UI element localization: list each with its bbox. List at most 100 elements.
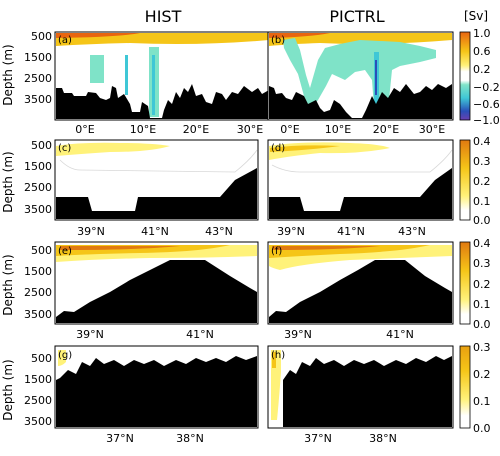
colorbar-tick: 0.2 xyxy=(473,63,491,76)
positive-core xyxy=(270,145,340,152)
panel-label: (a) xyxy=(58,35,72,46)
row3-y-axis: 500 1500 2500 3500 Depth (m) xyxy=(1,244,52,321)
ytick-label: 3500 xyxy=(24,203,52,216)
xtick-label: 0°E xyxy=(75,123,94,136)
column-title-pictrl: PICTRL xyxy=(329,7,384,26)
colorbar-tick: 0.0 xyxy=(473,422,491,435)
xtick-label: 41°N xyxy=(337,225,365,238)
xtick-label: 10°E xyxy=(130,123,156,136)
topography xyxy=(56,356,257,427)
negative-region xyxy=(283,38,436,116)
colorbar-tick: 0.3 xyxy=(473,341,491,354)
panel-label: (e) xyxy=(58,246,72,257)
ytick-label: 1500 xyxy=(24,160,52,173)
ytick-label: 500 xyxy=(31,139,52,152)
panel-a: (a) xyxy=(54,31,271,121)
xtick-label: 39°N xyxy=(77,225,105,238)
panel-f: (f) xyxy=(267,241,454,325)
xtick-label: 39°N xyxy=(284,328,312,341)
xtick-label: 30°E xyxy=(237,123,263,136)
panel-b: (b) xyxy=(267,31,454,121)
topography xyxy=(56,260,257,323)
colorbar-tick: 0.4 xyxy=(473,237,491,250)
panel-c: (c) xyxy=(54,139,259,221)
xtick-label: 20°E xyxy=(373,123,399,136)
ytick-label: 1500 xyxy=(24,265,52,278)
xtick-label: 41°N xyxy=(186,328,214,341)
ytick-label: 2500 xyxy=(24,72,52,85)
positive-band xyxy=(56,142,170,156)
ytick-label: 2500 xyxy=(24,394,52,407)
xtick-label: 39°N xyxy=(277,225,305,238)
xtick-label: 38°N xyxy=(369,432,397,445)
row2-y-axis: 500 1500 2500 3500 Depth (m) xyxy=(1,139,52,216)
panel-h: (h) xyxy=(267,345,454,429)
ytick-label: 2500 xyxy=(24,181,52,194)
panel-g: (g) xyxy=(54,345,259,429)
surface-core xyxy=(56,33,140,38)
colorbar-tick: 0.2 xyxy=(473,368,491,381)
panel-label: (g) xyxy=(58,350,72,361)
colorbar-tick: 0.1 xyxy=(473,195,491,208)
surface-positive-band xyxy=(269,33,452,46)
colorbar-tick: −0.6 xyxy=(473,98,500,111)
colorbar-tick: 0.3 xyxy=(473,155,491,168)
xtick-label: 41°N xyxy=(386,328,414,341)
topography xyxy=(269,260,452,323)
panel-label: (c) xyxy=(58,143,71,154)
panel-label: (d) xyxy=(271,143,285,154)
colorbar-tick: 0.6 xyxy=(473,45,491,58)
xtick-label: 20°E xyxy=(183,123,209,136)
negative-cell xyxy=(90,55,104,83)
colorbar-tick: 0.1 xyxy=(473,298,491,311)
ytick-label: 500 xyxy=(31,352,52,365)
xtick-label: 30°E xyxy=(419,123,445,136)
colorbar-tick: 0.2 xyxy=(473,278,491,291)
xtick-label: 37°N xyxy=(106,432,134,445)
y-axis-label: Depth (m) xyxy=(1,359,15,420)
topography xyxy=(283,356,452,427)
positive-core xyxy=(272,352,276,368)
colorbar-3: 0.4 0.3 0.2 0.1 0.0 xyxy=(459,237,491,331)
colorbar-tick: 1.0 xyxy=(473,27,491,40)
colorbar-1: 1.0 0.6 0.2 −0.2 −0.6 −1.0 xyxy=(459,27,500,127)
panel-label: (f) xyxy=(271,246,282,257)
positive-band xyxy=(58,350,66,366)
colorbar-4: 0.3 0.2 0.1 0.0 xyxy=(459,341,491,435)
ytick-label: 3500 xyxy=(24,415,52,428)
colorbar-2: 0.4 0.3 0.2 0.1 0.0 xyxy=(459,135,491,227)
ytick-label: 2500 xyxy=(24,286,52,299)
colorbar-tick: 0.2 xyxy=(473,175,491,188)
colorbar-tick: 0.0 xyxy=(473,214,491,227)
colorbar-tick: 0.1 xyxy=(473,395,491,408)
row1-x-axis: 0°E 10°E 20°E 30°E 0°E 10°E 20°E 30°E xyxy=(75,123,445,136)
y-axis-label: Depth (m) xyxy=(1,151,15,212)
positive-core xyxy=(272,246,380,250)
panel-e: (e) xyxy=(54,241,259,325)
negative-core xyxy=(375,60,377,95)
y-axis-label: Depth (m) xyxy=(1,44,15,105)
xtick-label: 43°N xyxy=(398,225,426,238)
negative-cell xyxy=(125,55,128,95)
xtick-label: 43°N xyxy=(205,225,233,238)
ytick-label: 3500 xyxy=(24,308,52,321)
colorbar-unit: [Sv] xyxy=(464,9,488,23)
panel-label: (h) xyxy=(271,350,285,361)
row4-y-axis: 500 1500 2500 3500 Depth (m) xyxy=(1,352,52,428)
weak-contour xyxy=(59,149,258,173)
surface-core xyxy=(269,33,330,38)
row4-x-axis: 37°N 38°N 37°N 38°N xyxy=(106,432,397,445)
topography xyxy=(269,84,452,119)
topography xyxy=(269,168,452,219)
panel-d: (d) xyxy=(267,139,454,221)
negative-cell xyxy=(152,55,155,115)
colorbar-tick: −0.2 xyxy=(473,81,500,94)
xtick-label: 39°N xyxy=(76,328,104,341)
colorbar-tick: 0.4 xyxy=(473,135,491,148)
ytick-label: 1500 xyxy=(24,51,52,64)
column-title-hist: HIST xyxy=(145,7,182,26)
ytick-label: 3500 xyxy=(24,93,52,106)
xtick-label: 41°N xyxy=(141,225,169,238)
panel-label: (b) xyxy=(271,35,285,46)
